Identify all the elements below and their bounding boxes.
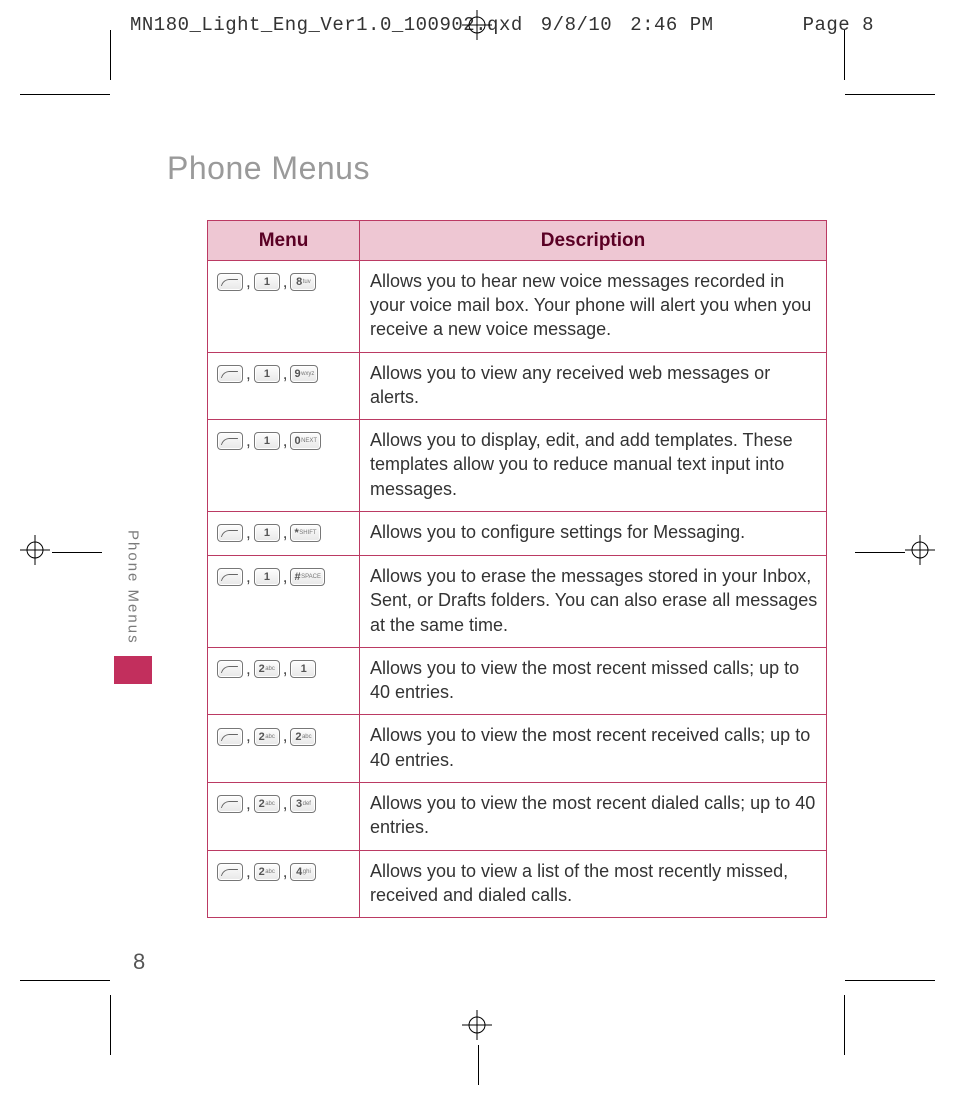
menu-cell: ,1,8tuv bbox=[208, 260, 360, 352]
softkey-icon bbox=[217, 863, 243, 881]
keypad-key-icon: 2abc bbox=[254, 660, 280, 678]
side-tab-label: Phone Menus bbox=[125, 530, 142, 645]
page-content: Phone Menus Phone Menus Menu Description… bbox=[115, 100, 840, 970]
keypad-key-icon: 8tuv bbox=[290, 273, 316, 291]
menu-cell: ,1,0NEXT bbox=[208, 420, 360, 512]
menu-cell: ,2abc,3def bbox=[208, 783, 360, 851]
description-cell: Allows you to view the most recent recei… bbox=[360, 715, 827, 783]
crop-mark bbox=[478, 1045, 479, 1085]
side-tab: Phone Menus bbox=[112, 530, 154, 684]
keypad-key-icon: 1 bbox=[254, 432, 280, 450]
crop-mark bbox=[20, 94, 110, 95]
table-row: ,1,*SHIFTAllows you to configure setting… bbox=[208, 512, 827, 556]
description-cell: Allows you to erase the messages stored … bbox=[360, 555, 827, 647]
description-cell: Allows you to view the most recent diale… bbox=[360, 783, 827, 851]
crop-mark bbox=[52, 552, 102, 553]
keypad-key-icon: 2abc bbox=[290, 728, 316, 746]
table-row: ,1,8tuvAllows you to hear new voice mess… bbox=[208, 260, 827, 352]
crop-mark bbox=[844, 995, 845, 1055]
table-row: ,2abc,4ghiAllows you to view a list of t… bbox=[208, 850, 827, 918]
registration-mark-icon bbox=[905, 535, 935, 565]
slug-date: 9/8/10 bbox=[541, 14, 612, 36]
description-cell: Allows you to view a list of the most re… bbox=[360, 850, 827, 918]
keypad-key-icon: 2abc bbox=[254, 728, 280, 746]
side-tab-bar bbox=[114, 656, 152, 684]
softkey-icon bbox=[217, 568, 243, 586]
menu-cell: ,2abc,2abc bbox=[208, 715, 360, 783]
menu-cell: ,1,#SPACE bbox=[208, 555, 360, 647]
keypad-key-icon: 0NEXT bbox=[290, 432, 321, 450]
crop-mark bbox=[855, 552, 905, 553]
softkey-icon bbox=[217, 365, 243, 383]
keypad-key-icon: #SPACE bbox=[290, 568, 325, 586]
keypad-key-icon: 1 bbox=[290, 660, 316, 678]
menu-cell: ,2abc,4ghi bbox=[208, 850, 360, 918]
table-row: ,1,0NEXTAllows you to display, edit, and… bbox=[208, 420, 827, 512]
menu-cell: ,1,9wxyz bbox=[208, 352, 360, 420]
description-cell: Allows you to hear new voice messages re… bbox=[360, 260, 827, 352]
keypad-key-icon: 1 bbox=[254, 365, 280, 383]
keypad-key-icon: 2abc bbox=[254, 795, 280, 813]
table-row: ,1,9wxyzAllows you to view any received … bbox=[208, 352, 827, 420]
keypad-key-icon: 1 bbox=[254, 524, 280, 542]
softkey-icon bbox=[217, 273, 243, 291]
keypad-key-icon: *SHIFT bbox=[290, 524, 320, 542]
crop-mark bbox=[844, 30, 845, 80]
menu-cell: ,2abc,1 bbox=[208, 647, 360, 715]
softkey-icon bbox=[217, 432, 243, 450]
keypad-key-icon: 4ghi bbox=[290, 863, 316, 881]
crop-mark bbox=[110, 30, 111, 80]
crop-mark bbox=[845, 94, 935, 95]
keypad-key-icon: 3def bbox=[290, 795, 316, 813]
slug-time: 2:46 PM bbox=[630, 14, 713, 36]
keypad-key-icon: 9wxyz bbox=[290, 365, 318, 383]
softkey-icon bbox=[217, 728, 243, 746]
col-header-description: Description bbox=[360, 221, 827, 261]
table-row: ,2abc,2abcAllows you to view the most re… bbox=[208, 715, 827, 783]
crop-mark bbox=[20, 980, 110, 981]
col-header-menu: Menu bbox=[208, 221, 360, 261]
crop-mark bbox=[110, 995, 111, 1055]
description-cell: Allows you to display, edit, and add tem… bbox=[360, 420, 827, 512]
crop-mark bbox=[845, 980, 935, 981]
registration-mark-icon bbox=[462, 1010, 492, 1040]
page-number: 8 bbox=[133, 949, 145, 975]
keypad-key-icon: 1 bbox=[254, 568, 280, 586]
table-row: ,2abc,3defAllows you to view the most re… bbox=[208, 783, 827, 851]
description-cell: Allows you to configure settings for Mes… bbox=[360, 512, 827, 556]
menu-cell: ,1,*SHIFT bbox=[208, 512, 360, 556]
menu-table: Menu Description ,1,8tuvAllows you to he… bbox=[207, 220, 827, 918]
description-cell: Allows you to view any received web mess… bbox=[360, 352, 827, 420]
slug-page: Page 8 bbox=[803, 14, 874, 36]
table-row: ,1,#SPACEAllows you to erase the message… bbox=[208, 555, 827, 647]
registration-mark-icon bbox=[20, 535, 50, 565]
softkey-icon bbox=[217, 660, 243, 678]
page-title: Phone Menus bbox=[167, 150, 840, 187]
keypad-key-icon: 1 bbox=[254, 273, 280, 291]
softkey-icon bbox=[217, 795, 243, 813]
table-row: ,2abc,1Allows you to view the most recen… bbox=[208, 647, 827, 715]
softkey-icon bbox=[217, 524, 243, 542]
registration-mark-icon bbox=[462, 10, 492, 40]
description-cell: Allows you to view the most recent misse… bbox=[360, 647, 827, 715]
print-slug: MN180_Light_Eng_Ver1.0_100902.qxd 9/8/10… bbox=[130, 14, 894, 36]
keypad-key-icon: 2abc bbox=[254, 863, 280, 881]
